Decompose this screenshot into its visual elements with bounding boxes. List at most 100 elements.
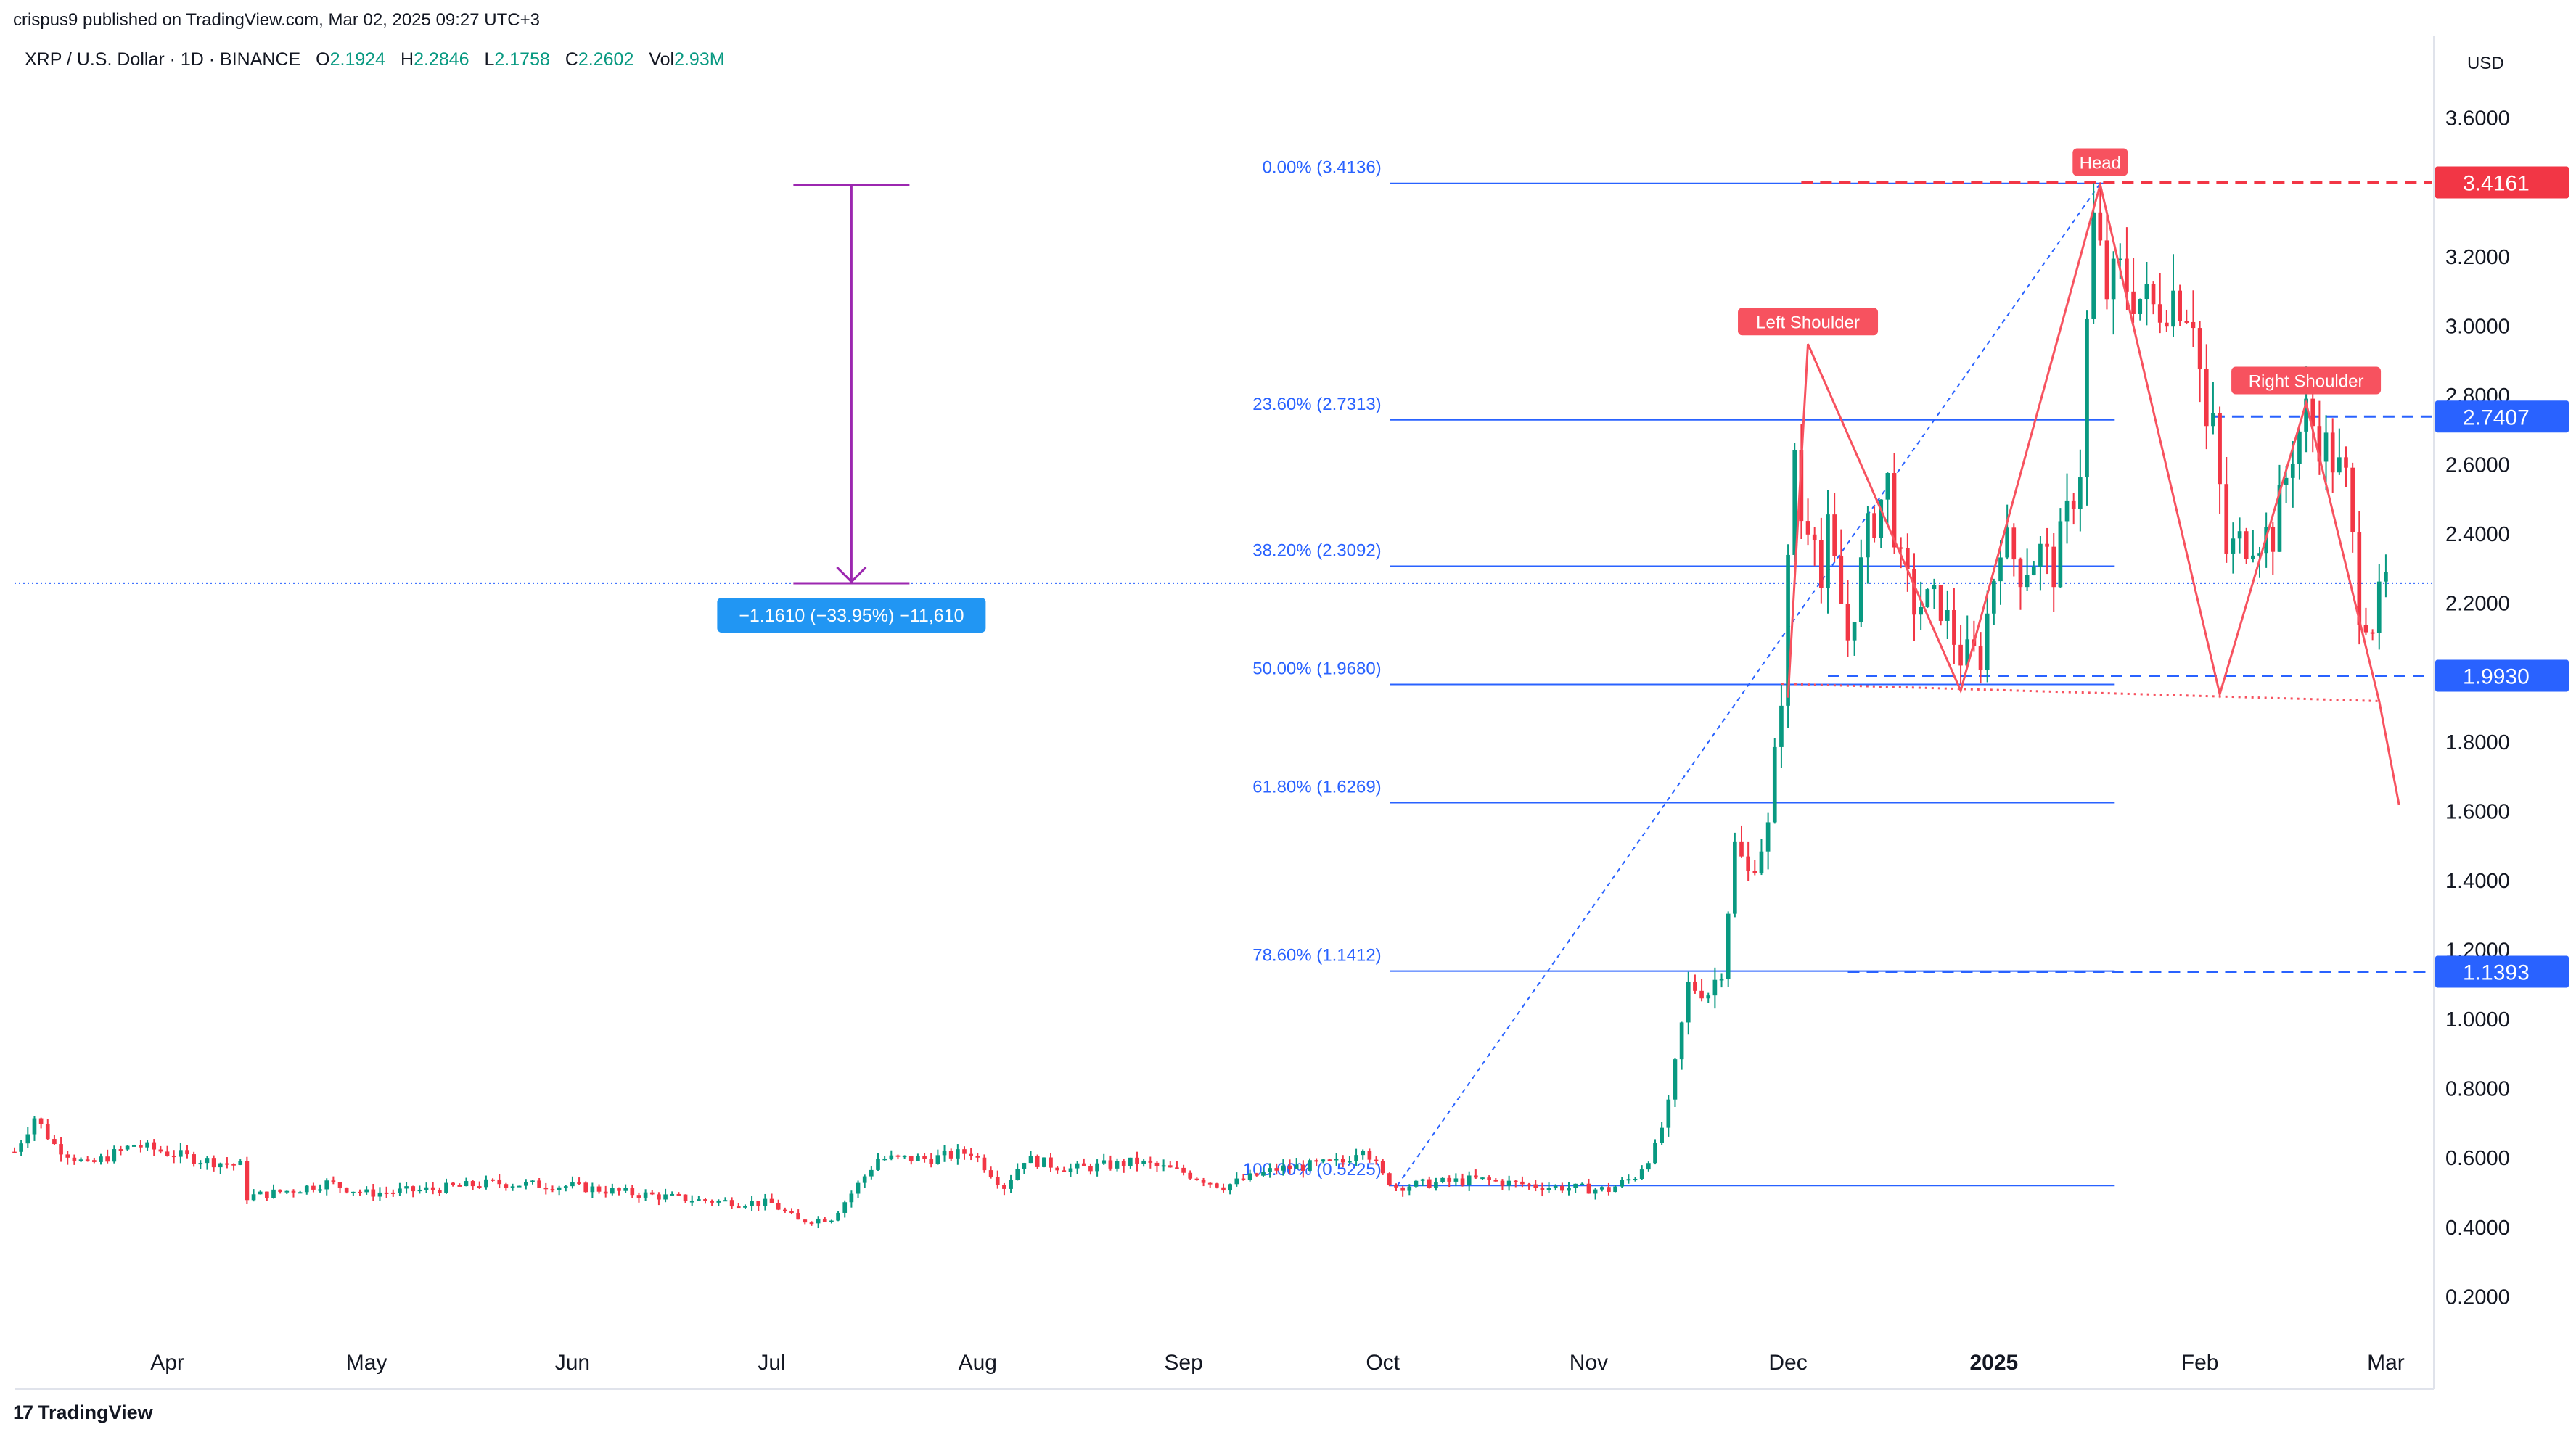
- candle: [251, 1189, 256, 1202]
- candle-body: [743, 1206, 747, 1208]
- candle-body: [1653, 1143, 1657, 1164]
- candle-body: [139, 1145, 143, 1148]
- candle: [411, 1185, 416, 1198]
- candle-body: [12, 1151, 17, 1153]
- candle-body: [550, 1189, 555, 1191]
- candle-body: [2085, 318, 2089, 478]
- candle: [689, 1195, 694, 1206]
- candle: [1580, 1182, 1585, 1185]
- axes[interactable]: USD3.60003.20003.00002.80002.60002.40002…: [150, 54, 2569, 1375]
- candle: [291, 1189, 296, 1198]
- candle: [975, 1153, 980, 1163]
- candle-body: [1613, 1186, 1617, 1193]
- candle-body: [1135, 1157, 1139, 1164]
- candle: [908, 1156, 914, 1165]
- candle: [829, 1219, 834, 1224]
- candle-body: [703, 1199, 707, 1201]
- candle-body: [19, 1143, 23, 1152]
- candle-body: [171, 1156, 176, 1158]
- candle: [1314, 1158, 1318, 1166]
- candle: [464, 1177, 469, 1187]
- candle: [2251, 530, 2255, 563]
- close-value: 2.2602: [578, 49, 634, 70]
- candle-body: [430, 1187, 435, 1190]
- candle-body: [1161, 1165, 1166, 1167]
- candle-body: [1480, 1177, 1485, 1180]
- pattern-line[interactable]: [1787, 184, 2400, 806]
- tradingview-brand[interactable]: 17 TradingView: [13, 1402, 153, 1424]
- candle: [550, 1185, 555, 1193]
- candle-body: [1274, 1168, 1279, 1171]
- candle: [438, 1187, 442, 1196]
- candle: [816, 1216, 821, 1229]
- candle: [803, 1219, 808, 1225]
- candle-body: [1221, 1187, 1226, 1191]
- price-marker-badge[interactable]: 1.9930: [2435, 659, 2569, 692]
- candle-body: [2317, 426, 2322, 462]
- candle: [969, 1148, 973, 1161]
- candle-body: [470, 1181, 475, 1187]
- candle-body: [1407, 1186, 1412, 1191]
- candle-body: [537, 1180, 541, 1188]
- candle: [99, 1153, 103, 1165]
- candle: [1281, 1159, 1286, 1176]
- candle: [1194, 1177, 1199, 1181]
- candle: [796, 1209, 800, 1220]
- candle: [125, 1145, 130, 1151]
- price-marker-badge[interactable]: 1.1393: [2435, 955, 2569, 988]
- candle-body: [922, 1156, 927, 1159]
- candle-body: [2165, 322, 2169, 327]
- candle-body: [371, 1189, 376, 1197]
- candle: [311, 1182, 316, 1193]
- fibonacci-retracement[interactable]: 0.00% (3.4136) 23.60% (2.7313) 38.20% (2.3…: [1243, 158, 2432, 1187]
- candle-body: [1839, 555, 1844, 604]
- candle: [179, 1143, 183, 1164]
- candle: [318, 1184, 322, 1193]
- pattern-label[interactable]: Left Shoulder: [1738, 308, 1879, 336]
- candle: [2297, 428, 2302, 480]
- neckline[interactable]: [1781, 683, 2379, 702]
- price-marker-text: 3.4161: [2463, 172, 2530, 196]
- candle-body: [377, 1192, 382, 1197]
- candle: [1055, 1166, 1059, 1174]
- pattern-label[interactable]: Right Shoulder: [2231, 366, 2382, 395]
- candle: [2058, 508, 2063, 588]
- symbol-title[interactable]: XRP / U.S. Dollar · 1D · BINANCE: [25, 49, 301, 70]
- y-tick-label: 3.6000: [2445, 107, 2510, 131]
- candle: [1081, 1158, 1086, 1166]
- candle: [537, 1177, 541, 1188]
- candle-body: [1779, 705, 1784, 747]
- candle: [1573, 1183, 1578, 1193]
- candle-body: [145, 1142, 149, 1148]
- pattern-label[interactable]: Head: [2072, 148, 2128, 176]
- candle-body: [975, 1156, 980, 1158]
- candle-body: [411, 1186, 416, 1192]
- candle-body: [1666, 1099, 1671, 1128]
- candle-body: [1321, 1159, 1326, 1162]
- candle-body: [610, 1188, 615, 1194]
- candle: [769, 1193, 774, 1203]
- candle: [1161, 1159, 1166, 1172]
- candle: [1028, 1151, 1033, 1164]
- candle: [1175, 1161, 1179, 1169]
- head-and-shoulders-pattern[interactable]: Left Shoulder Head Right Shoulder: [1738, 148, 2400, 806]
- candle-body: [2058, 521, 2063, 588]
- candle: [364, 1186, 369, 1195]
- y-tick-label: 1.4000: [2445, 870, 2510, 893]
- candle-body: [822, 1218, 827, 1222]
- candle: [105, 1149, 110, 1164]
- candle: [822, 1217, 827, 1222]
- candle-body: [1752, 871, 1757, 873]
- price-marker-badge[interactable]: 2.7407: [2435, 400, 2569, 433]
- candle-body: [1553, 1185, 1558, 1188]
- candle-body: [2178, 290, 2182, 321]
- price-range-measure[interactable]: −1.1610 (−33.95%) −11,610: [717, 183, 986, 633]
- candle: [1467, 1171, 1472, 1191]
- candle-body: [2244, 531, 2249, 559]
- fib-trend-line[interactable]: [1396, 183, 2101, 1186]
- candle-body: [2257, 553, 2262, 556]
- candle-body: [2297, 431, 2302, 464]
- price-marker-badge[interactable]: 3.4161: [2435, 166, 2569, 199]
- candle: [1414, 1179, 1419, 1188]
